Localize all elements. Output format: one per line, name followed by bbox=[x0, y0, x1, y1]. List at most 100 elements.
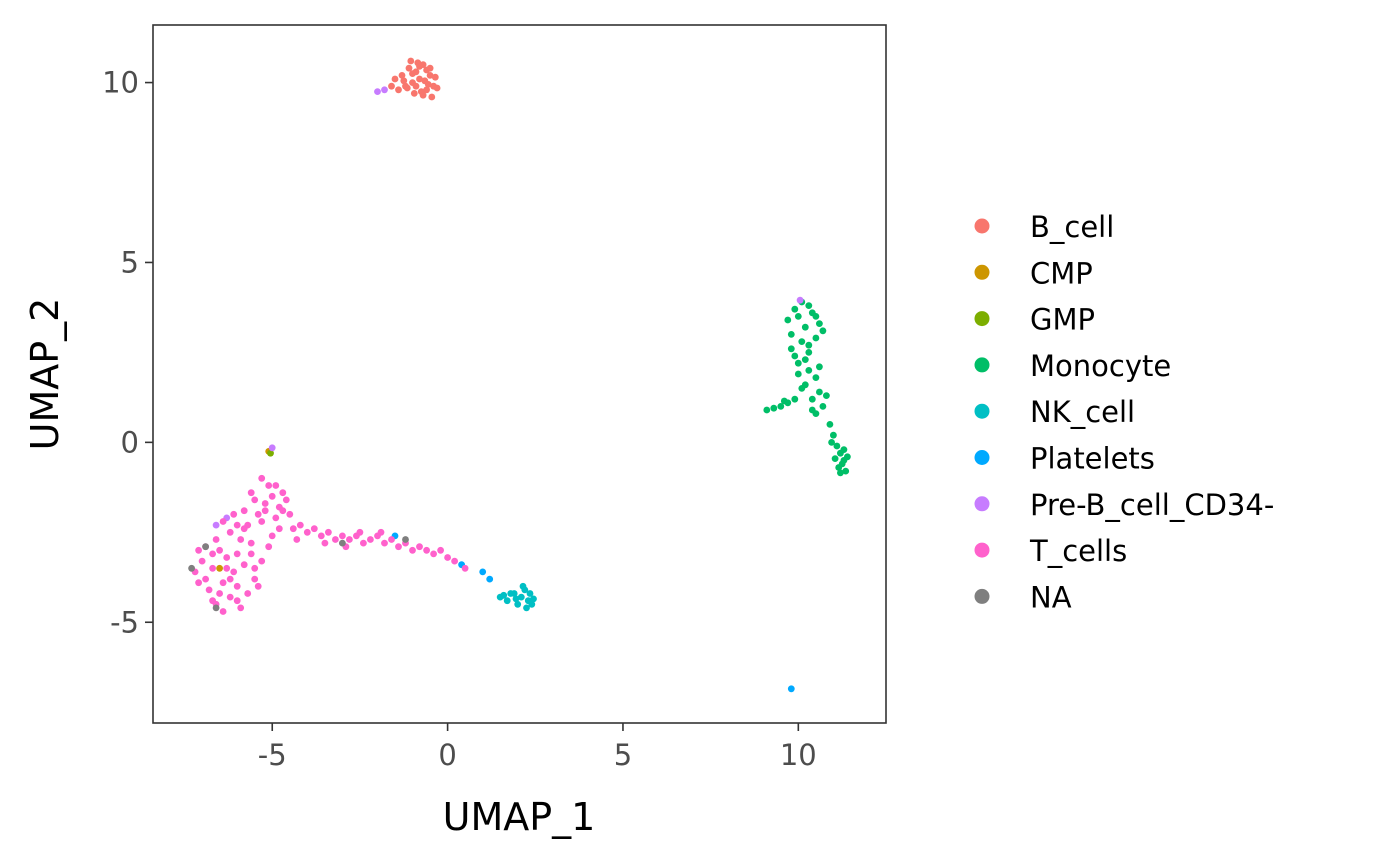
legend-key bbox=[974, 450, 990, 465]
data-point bbox=[801, 323, 809, 331]
data-point bbox=[410, 90, 418, 97]
data-point bbox=[816, 388, 823, 396]
data-point bbox=[216, 564, 224, 572]
data-point bbox=[254, 582, 262, 590]
data-point bbox=[279, 507, 287, 515]
data-point bbox=[426, 72, 434, 79]
data-point bbox=[819, 327, 827, 335]
data-point bbox=[844, 453, 851, 461]
data-point bbox=[791, 352, 799, 360]
data-point bbox=[205, 586, 213, 594]
legend-label: Platelets bbox=[1030, 442, 1155, 476]
data-point bbox=[787, 345, 795, 353]
data-point bbox=[267, 449, 274, 457]
series-b-cell bbox=[388, 57, 441, 101]
data-point bbox=[431, 73, 439, 81]
data-point bbox=[812, 313, 820, 320]
legend-label: Monocyte bbox=[1030, 349, 1171, 383]
data-point bbox=[261, 500, 269, 507]
plot-panel-border bbox=[152, 24, 887, 724]
data-point bbox=[433, 84, 441, 92]
x-tick-label: -5 bbox=[258, 738, 287, 772]
data-point bbox=[381, 539, 388, 547]
data-point bbox=[251, 575, 259, 583]
data-point bbox=[798, 385, 806, 392]
data-point bbox=[240, 507, 248, 515]
data-point bbox=[226, 575, 234, 583]
data-point bbox=[219, 608, 227, 615]
data-point bbox=[265, 482, 273, 489]
legend-label: B_cell bbox=[1030, 210, 1114, 244]
data-point bbox=[209, 550, 217, 558]
series-t-cells bbox=[191, 474, 469, 615]
axes-layer: -5 0 5 10 -5 0 5 10 bbox=[102, 66, 817, 772]
data-point bbox=[512, 595, 520, 603]
data-point bbox=[421, 77, 429, 85]
data-point bbox=[398, 72, 406, 79]
data-point bbox=[223, 564, 231, 572]
y-tick-label: -5 bbox=[110, 605, 139, 639]
legend-label: T_cells bbox=[1029, 534, 1127, 568]
data-point bbox=[801, 356, 809, 363]
data-point bbox=[395, 543, 402, 551]
data-point bbox=[332, 536, 339, 543]
legend-key bbox=[974, 542, 990, 558]
legend-key bbox=[974, 496, 990, 512]
data-point bbox=[812, 374, 820, 381]
data-point bbox=[787, 331, 795, 338]
data-point bbox=[826, 421, 834, 428]
legend-label: NK_cell bbox=[1030, 395, 1135, 429]
data-point bbox=[198, 557, 206, 565]
legend-label: Pre-B_cell_CD34- bbox=[1030, 488, 1274, 522]
data-point bbox=[838, 460, 846, 468]
points-layer bbox=[188, 57, 851, 693]
data-point bbox=[310, 525, 318, 533]
data-point bbox=[293, 536, 301, 543]
data-point bbox=[808, 395, 816, 403]
data-point bbox=[268, 444, 276, 452]
data-point bbox=[226, 593, 234, 601]
data-point bbox=[794, 370, 802, 378]
data-point bbox=[777, 403, 785, 410]
data-point bbox=[212, 604, 220, 612]
data-point bbox=[407, 57, 415, 65]
data-point bbox=[247, 550, 255, 558]
data-point bbox=[805, 302, 813, 309]
data-point bbox=[412, 82, 420, 90]
data-point bbox=[517, 593, 525, 601]
data-point bbox=[325, 528, 332, 536]
data-point bbox=[202, 543, 210, 551]
x-axis-title: UMAP_1 bbox=[443, 795, 596, 839]
data-point bbox=[230, 510, 238, 518]
data-point bbox=[251, 564, 259, 572]
data-point bbox=[794, 313, 802, 320]
data-point bbox=[437, 546, 444, 554]
data-point bbox=[339, 539, 346, 547]
data-point bbox=[519, 582, 527, 590]
data-point bbox=[258, 557, 266, 565]
data-point bbox=[195, 546, 203, 554]
data-point bbox=[816, 363, 823, 371]
data-point bbox=[212, 521, 220, 529]
data-point bbox=[247, 539, 255, 547]
data-point bbox=[840, 446, 848, 453]
data-point bbox=[405, 64, 413, 72]
data-point bbox=[403, 84, 411, 92]
data-point bbox=[219, 518, 227, 525]
data-point bbox=[503, 597, 511, 605]
data-point bbox=[416, 63, 423, 70]
data-point bbox=[251, 496, 259, 504]
data-point bbox=[268, 532, 276, 540]
x-tick-label: 10 bbox=[780, 738, 817, 772]
data-point bbox=[805, 367, 813, 374]
data-point bbox=[275, 525, 283, 533]
data-point bbox=[528, 600, 536, 608]
legend-key bbox=[974, 311, 990, 327]
data-point bbox=[219, 579, 227, 587]
data-point bbox=[523, 604, 530, 612]
y-tick-label: 0 bbox=[121, 425, 139, 459]
data-point bbox=[787, 685, 795, 693]
data-point bbox=[209, 564, 217, 572]
data-point bbox=[388, 82, 395, 90]
data-point bbox=[428, 93, 436, 101]
